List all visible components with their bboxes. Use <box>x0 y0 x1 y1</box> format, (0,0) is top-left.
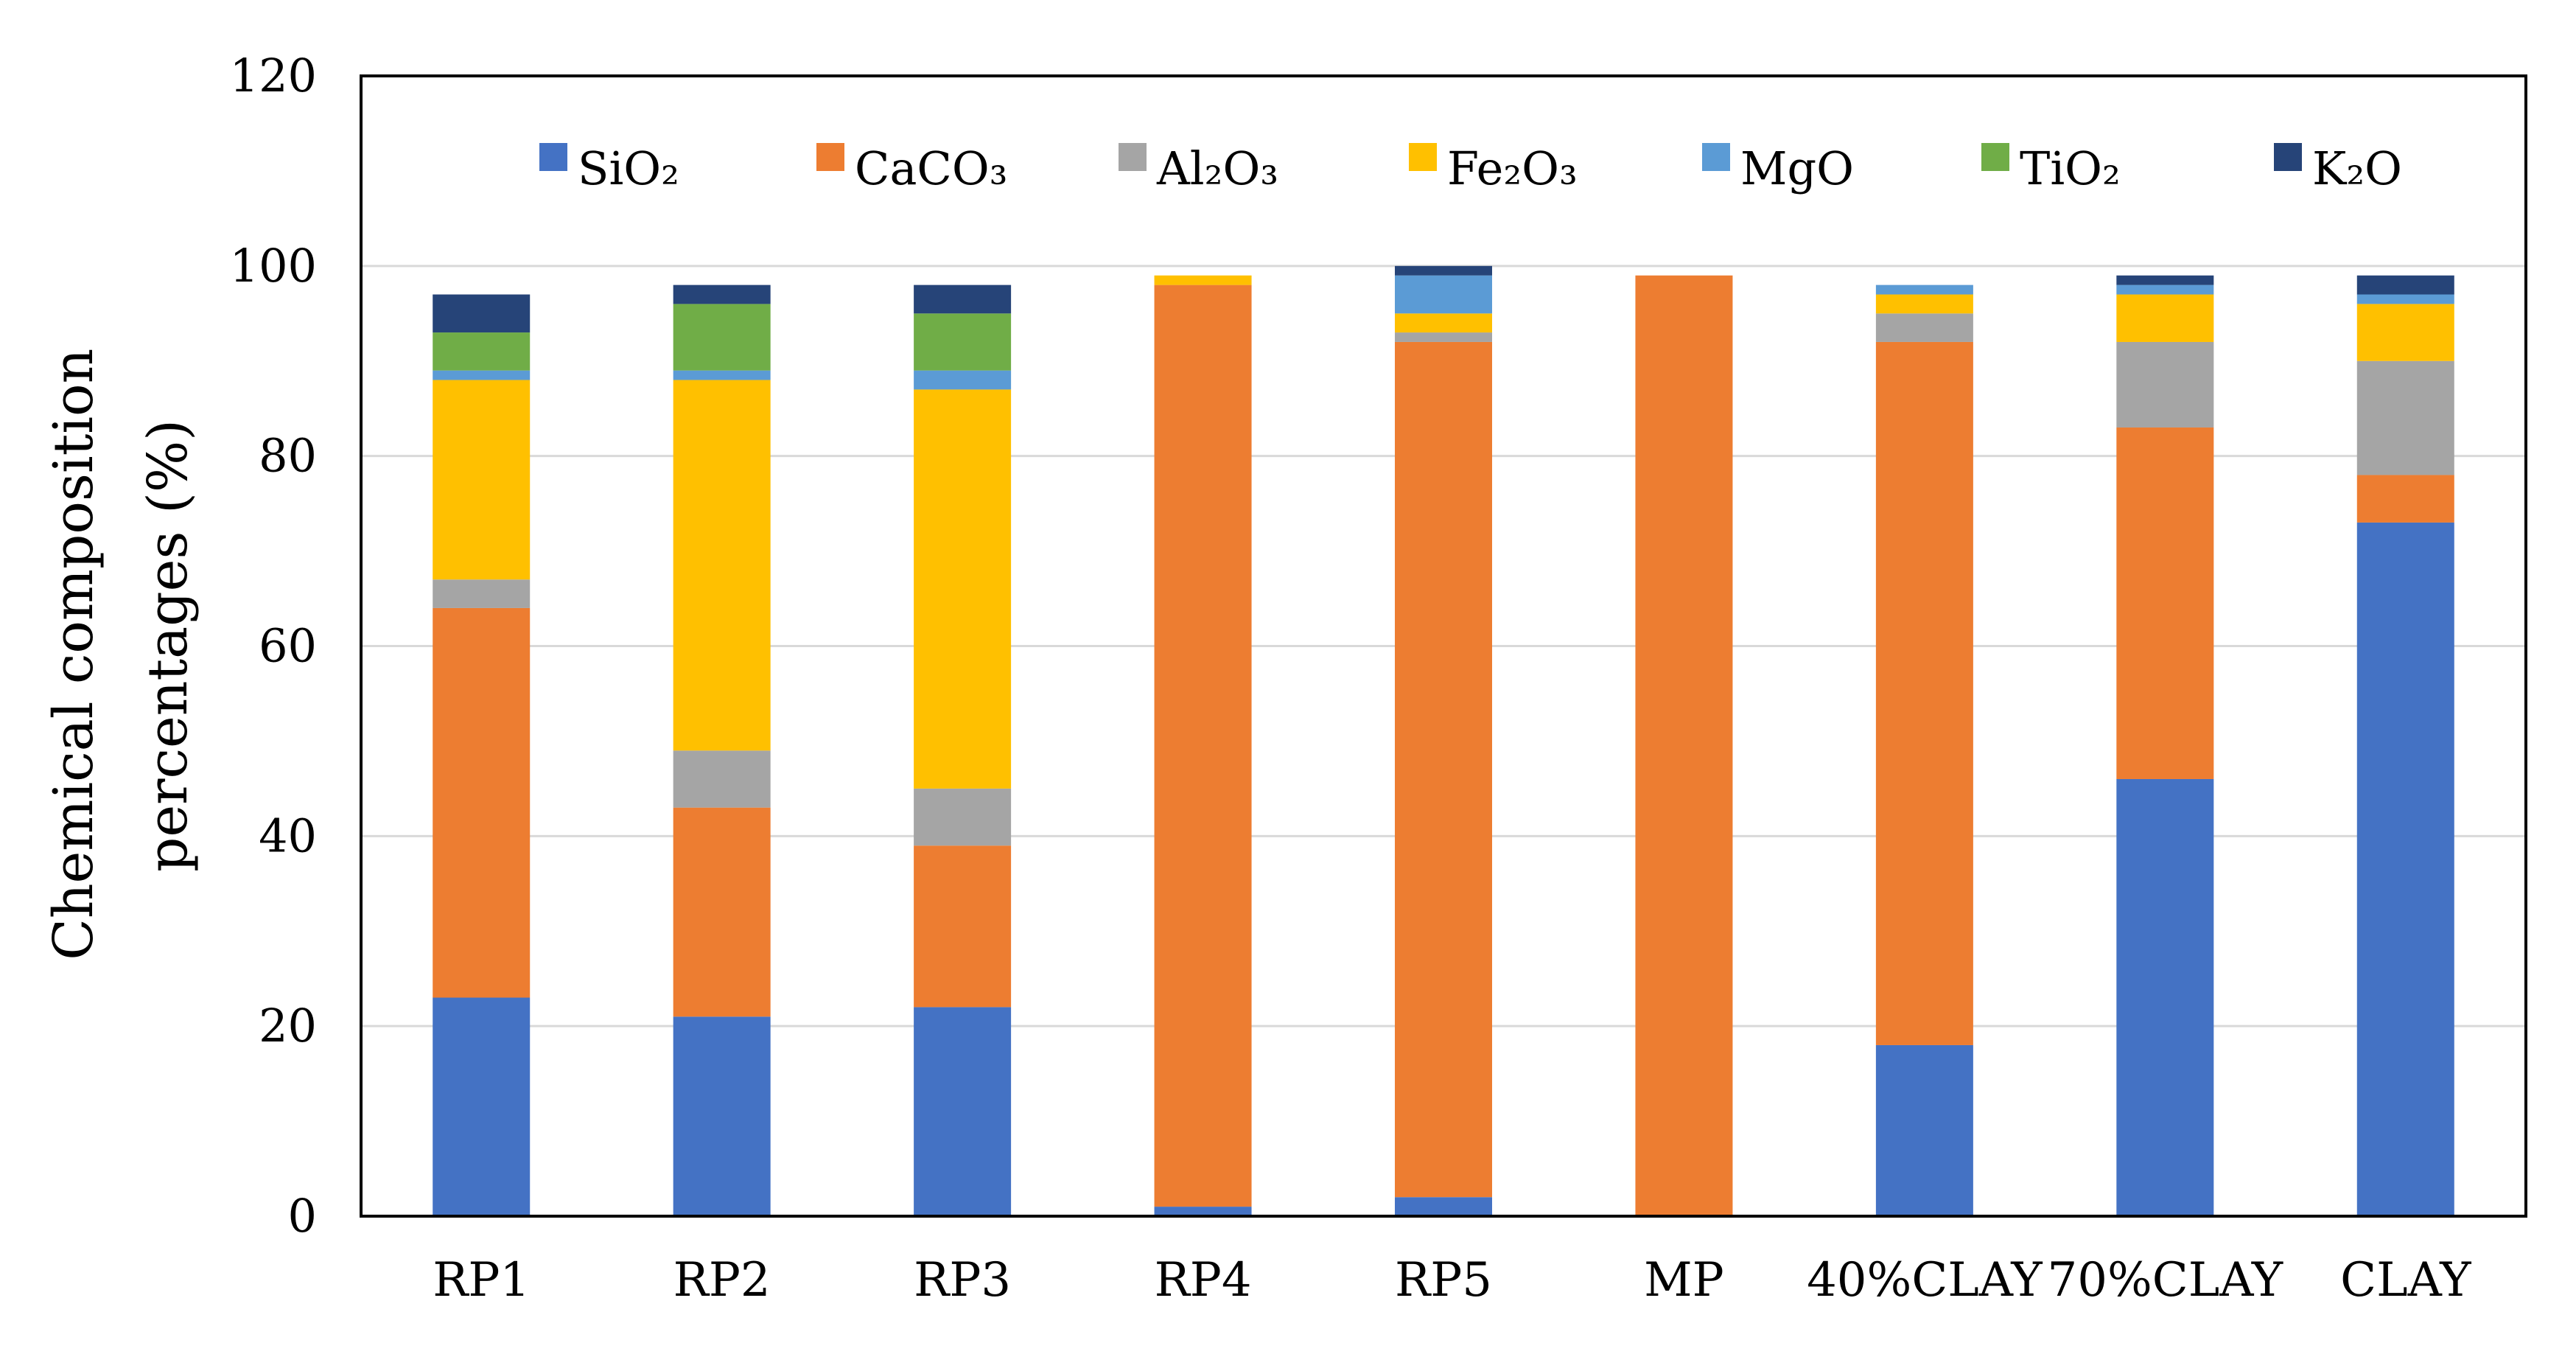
bar-70-clay-k-o <box>2116 275 2214 285</box>
legend-swatch <box>539 143 567 171</box>
x-category-label: RP3 <box>914 1253 1011 1308</box>
bar-rp4-fe-o <box>1154 275 1252 285</box>
legend-swatch <box>1981 143 2009 171</box>
legend-swatch <box>1119 143 1147 171</box>
bar-rp5-sio <box>1395 1197 1492 1216</box>
y-tick-label: 40 <box>259 809 317 862</box>
bar-clay-al-o <box>2356 360 2454 475</box>
bar-mp-caco <box>1635 275 1733 1217</box>
bar-rp2-mgo <box>673 370 771 380</box>
bar-rp3-mgo <box>914 370 1012 390</box>
bar-rp1-k-o <box>433 294 531 333</box>
x-category-label: 40%CLAY <box>1807 1253 2043 1308</box>
bar-clay-caco <box>2356 475 2454 523</box>
bar-rp4-caco <box>1154 285 1252 1207</box>
y-tick-label: 80 <box>259 429 317 483</box>
bar-rp1-sio <box>433 997 531 1216</box>
legend-item-fe-o[interactable]: Fe₂O₃ <box>1409 142 1578 195</box>
bar-rp2-al-o <box>673 750 771 808</box>
x-axis-categories: RP1 RP2 RP3 RP4 RP5 MP 40%CLAY 70%CLAY CLAY <box>433 1253 2471 1308</box>
bar-rp4-sio <box>1154 1207 1252 1216</box>
bar-40-clay-al-o <box>1875 313 1973 342</box>
bar-rp5-al-o <box>1395 332 1492 342</box>
legend-item-caco[interactable]: CaCO₃ <box>816 142 1008 195</box>
x-category-label: 70%CLAY <box>2048 1253 2283 1308</box>
bar-rp3-sio <box>914 1007 1012 1216</box>
y-axis-label: Chemical composition percentages (%) <box>42 331 200 960</box>
legend-item-tio[interactable]: TiO₂ <box>1981 142 2121 195</box>
bar-70-clay-mgo <box>2116 285 2214 295</box>
legend-label: Fe₂O₃ <box>1447 142 1578 195</box>
bar-rp2-fe-o <box>673 380 771 751</box>
bar-rp3-tio <box>914 313 1012 371</box>
x-category-label: CLAY <box>2340 1253 2471 1308</box>
bar-rp5-caco <box>1395 341 1492 1198</box>
x-category-label: RP1 <box>433 1253 530 1308</box>
bar-rp1-caco <box>433 607 531 998</box>
bar-clay-k-o <box>2356 275 2454 295</box>
bar-40-clay-fe-o <box>1875 294 1973 314</box>
bar-70-clay-al-o <box>2116 341 2214 427</box>
legend-label: TiO₂ <box>2020 142 2121 195</box>
x-category-label: RP5 <box>1395 1253 1492 1308</box>
bar-rp1-fe-o <box>433 380 531 580</box>
legend-item-mgo[interactable]: MgO <box>1702 142 1854 195</box>
legend-swatch <box>1409 143 1437 171</box>
x-category-label: MP <box>1644 1253 1724 1308</box>
bar-40-clay-sio <box>1875 1044 1973 1216</box>
legend[interactable]: SiO₂ CaCO₃ Al₂O₃ Fe₂O₃ MgO TiO₂ K₂O <box>539 142 2402 195</box>
legend-label: K₂O <box>2312 142 2402 195</box>
legend-item-al-o[interactable]: Al₂O₃ <box>1119 142 1278 195</box>
y-tick-label: 20 <box>259 999 317 1053</box>
bar-rp3-k-o <box>914 285 1012 314</box>
y-tick-label: 120 <box>230 49 317 102</box>
bar-40-clay-caco <box>1875 341 1973 1045</box>
bar-rp5-fe-o <box>1395 313 1492 333</box>
bar-rp3-fe-o <box>914 389 1012 789</box>
bar-clay-fe-o <box>2356 304 2454 361</box>
bar-70-clay-caco <box>2116 427 2214 779</box>
bar-70-clay-sio <box>2116 778 2214 1216</box>
legend-label: SiO₂ <box>578 142 679 195</box>
legend-label: Al₂O₃ <box>1156 142 1278 195</box>
legend-swatch <box>2274 143 2302 171</box>
y-axis-ticks: 0 20 40 60 80 100 120 <box>230 49 317 1243</box>
legend-swatch <box>1702 143 1730 171</box>
bar-rp2-tio <box>673 304 771 371</box>
y-axis-label-line-2: percentages (%) <box>136 419 200 872</box>
bar-rp2-k-o <box>673 285 771 304</box>
bar-rp3-al-o <box>914 788 1012 846</box>
x-category-label: RP2 <box>673 1253 771 1308</box>
bar-clay-mgo <box>2356 294 2454 304</box>
bar-rp1-mgo <box>433 370 531 380</box>
bar-rp2-caco <box>673 807 771 1017</box>
y-tick-label: 0 <box>288 1189 317 1243</box>
bar-clay-sio <box>2356 522 2454 1216</box>
legend-item-sio[interactable]: SiO₂ <box>539 142 679 195</box>
legend-item-k-o[interactable]: K₂O <box>2274 142 2402 195</box>
y-tick-label: 100 <box>230 239 317 293</box>
bars <box>433 265 2454 1217</box>
legend-label: MgO <box>1740 142 1854 195</box>
legend-label: CaCO₃ <box>855 142 1008 195</box>
bar-rp3-caco <box>914 845 1012 1008</box>
bar-rp1-al-o <box>433 579 531 608</box>
bar-70-clay-fe-o <box>2116 294 2214 342</box>
bar-rp5-mgo <box>1395 275 1492 314</box>
y-tick-label: 60 <box>259 619 317 673</box>
legend-swatch <box>816 143 844 171</box>
bar-rp1-tio <box>433 332 531 371</box>
bar-rp5-k-o <box>1395 265 1492 276</box>
x-category-label: RP4 <box>1155 1253 1252 1308</box>
bar-40-clay-mgo <box>1875 285 1973 295</box>
bar-rp2-sio <box>673 1016 771 1216</box>
plot-frame <box>360 74 2527 1218</box>
y-axis-label-line-1: Chemical composition <box>42 349 105 960</box>
